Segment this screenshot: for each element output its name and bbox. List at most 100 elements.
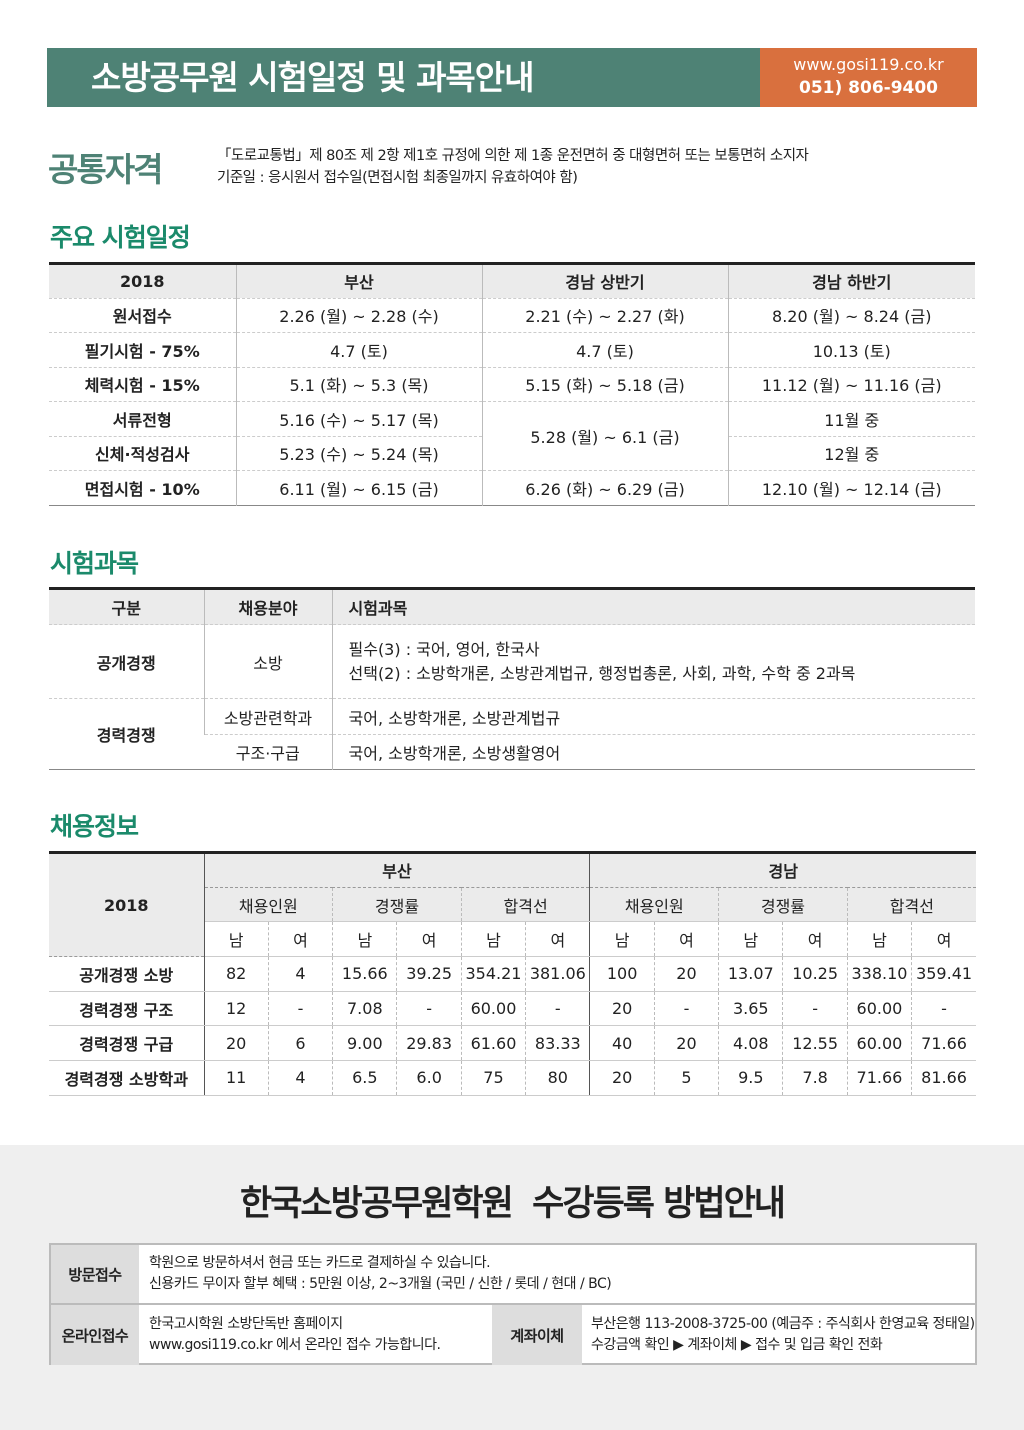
gender-header: 여 [782, 921, 848, 958]
online-label: 온라인접수 [51, 1305, 139, 1365]
gender-header: 여 [653, 921, 719, 958]
registration-title: 한국소방공무원학원 수강등록 방법안내 [240, 1184, 786, 1224]
cell: 12 [203, 991, 269, 1027]
table-row: 체력시험 - 15% 5.1 (화) ~ 5.3 (목) 5.15 (화) ~ 5.… [49, 367, 975, 402]
cell: - [525, 991, 590, 1027]
cell: 5.1 (화) ~ 5.3 (목) [235, 367, 482, 402]
group-header: 경쟁률 [332, 887, 462, 923]
table-row: 경력경쟁 구조 12-7.08-60.00-20-3.65-60.00- [49, 991, 976, 1027]
cell: - [911, 991, 976, 1027]
group-header: 합격선 [460, 887, 590, 923]
visit-text: 학원으로 방문하셔서 현금 또는 카드로 결제하실 수 있습니다. 신용카드 무… [139, 1245, 977, 1305]
row-label: 서류전형 [49, 401, 236, 437]
gender-header: 남 [846, 921, 912, 958]
cell: 12.10 (월) ~ 12.14 (금) [727, 470, 975, 506]
cell: 5.28 (월) ~ 6.1 (금) [481, 401, 728, 471]
table-row: 필기시험 - 75% 4.7 (토) 4.7 (토) 10.13 (토) [49, 332, 975, 368]
cell: 381.06 [525, 956, 590, 992]
gender-header: 여 [525, 921, 590, 958]
row-label: 필기시험 - 75% [49, 332, 236, 368]
cell: 구조·구급 [204, 734, 332, 770]
cell: 2.26 (월) ~ 2.28 (수) [235, 298, 482, 333]
cell: 82 [203, 956, 269, 992]
online-line: 한국고시학원 소방단독반 홈페이지 [149, 1316, 343, 1332]
online-line[interactable]: www.gosi119.co.kr 에서 온라인 접수 가능합니다. [149, 1337, 441, 1353]
schedule-table: 2018 부산 경남 상반기 경남 하반기 원서접수 2.26 (월) ~ 2.2… [49, 262, 975, 506]
transfer-text: 부산은행 113-2008-3725-00 (예금주 : 주식회사 한영교육 정… [582, 1305, 977, 1365]
cell: 20 [589, 1060, 655, 1096]
header-cell: 부산 [235, 263, 482, 299]
subject-line: 선택(2) : 소방학개론, 소방관계법규, 행정법총론, 사회, 과학, 수학… [348, 663, 856, 683]
cell: - [396, 991, 462, 1027]
cell: 11.12 (월) ~ 11.16 (금) [727, 367, 975, 402]
table-row: 면접시험 - 10% 6.11 (월) ~ 6.15 (금) 6.26 (화) ~ … [49, 470, 975, 506]
transfer-label: 계좌이체 [492, 1305, 582, 1365]
recruit-heading: 채용정보 [50, 812, 139, 841]
cell: 15.66 [332, 956, 397, 992]
cell: 6.11 (월) ~ 6.15 (금) [235, 470, 482, 506]
row-label: 면접시험 - 10% [49, 470, 236, 506]
cell: 필수(3) : 국어, 영어, 한국사 선택(2) : 소방학개론, 소방관계법규… [331, 624, 975, 699]
qualification-text: 「도로교통법」제 80조 제 2항 제1호 규정에 의한 제 1종 운전면허 중… [217, 145, 809, 189]
header-cell: 채용분야 [203, 588, 332, 625]
cell: 100 [589, 956, 655, 992]
cell: 81.66 [911, 1060, 976, 1096]
cell: 11월 중 [727, 401, 975, 437]
cell: 9.00 [332, 1025, 397, 1062]
cell: 60.00 [460, 991, 526, 1027]
cell: 61.60 [460, 1025, 526, 1062]
row-label: 공개경쟁 소방 [49, 956, 205, 992]
year-cell: 2018 [49, 852, 205, 958]
cell: 4.7 (토) [235, 332, 482, 368]
cell: 71.66 [846, 1060, 912, 1096]
qualification-line: 「도로교통법」제 80조 제 2항 제1호 규정에 의한 제 1종 운전면허 중… [217, 148, 809, 164]
gender-header: 남 [460, 921, 526, 958]
group-header: 채용인원 [589, 887, 719, 923]
cell: 20 [203, 1025, 269, 1062]
cell: 5 [653, 1060, 719, 1096]
table-row: 신체·적성검사 5.23 (수) ~ 5.24 (목) 12월 중 [49, 436, 975, 471]
cell: 6.26 (화) ~ 6.29 (금) [481, 470, 728, 506]
website-link[interactable]: www.gosi119.co.kr [793, 55, 944, 74]
table-row: 구조·구급 국어, 소방학개론, 소방생활영어 [49, 734, 975, 770]
cell: 20 [653, 1025, 719, 1062]
table-header-row: 채용인원 경쟁률 합격선 채용인원 경쟁률 합격선 [49, 887, 976, 923]
cell: 75 [460, 1060, 526, 1096]
row-label: 체력시험 - 15% [49, 367, 236, 402]
contact-box: www.gosi119.co.kr 051) 806-9400 [760, 48, 977, 107]
cell: 3.65 [718, 991, 783, 1027]
table-row: 공개경쟁 소방 82 4 15.66 39.25 354.21 381.06 100 20 13.… [49, 956, 976, 992]
cell: 7.8 [782, 1060, 848, 1096]
header-cell: 시험과목 [331, 588, 975, 625]
table-header-row: 구분 채용분야 시험과목 [49, 588, 975, 625]
cell: 2.21 (수) ~ 2.27 (화) [481, 298, 728, 333]
row-label: 경력경쟁 구급 [49, 1025, 205, 1062]
cell: 4 [267, 1060, 333, 1096]
cell: 8.20 (월) ~ 8.24 (금) [727, 298, 975, 333]
cell: 12.55 [782, 1025, 848, 1062]
cell: - [267, 991, 333, 1027]
cell: 12월 중 [727, 436, 975, 471]
cell: 6 [267, 1025, 333, 1062]
cell: 6.0 [396, 1060, 462, 1096]
cell: 20 [589, 991, 655, 1027]
region-header: 경남 [589, 852, 976, 888]
gender-header: 남 [204, 921, 269, 958]
page-title: 소방공무원 시험일정 및 과목안내 [47, 48, 760, 107]
table-row: 경력경쟁 구급 20 6 9.00 29.83 61.60 83.33 40 20 4.08 12.… [49, 1025, 976, 1062]
cell: 4.7 (토) [481, 332, 728, 368]
cell: 7.08 [332, 991, 397, 1027]
cell: 29.83 [396, 1025, 462, 1062]
qualification-label: 공통자격 [48, 150, 163, 189]
cell: 338.10 [846, 956, 912, 992]
cell: 13.07 [718, 956, 783, 992]
row-label: 경력경쟁 소방학과 [49, 1060, 205, 1096]
cell: 국어, 소방학개론, 소방관계법규 [331, 698, 975, 735]
cell: 4.08 [718, 1025, 783, 1062]
schedule-heading: 주요 시험일정 [50, 223, 191, 252]
cell: 39.25 [396, 956, 462, 992]
visit-line: 학원으로 방문하셔서 현금 또는 카드로 결제하실 수 있습니다. [149, 1255, 491, 1271]
cell: 6.5 [332, 1060, 397, 1096]
cell: 5.15 (화) ~ 5.18 (금) [481, 367, 728, 402]
